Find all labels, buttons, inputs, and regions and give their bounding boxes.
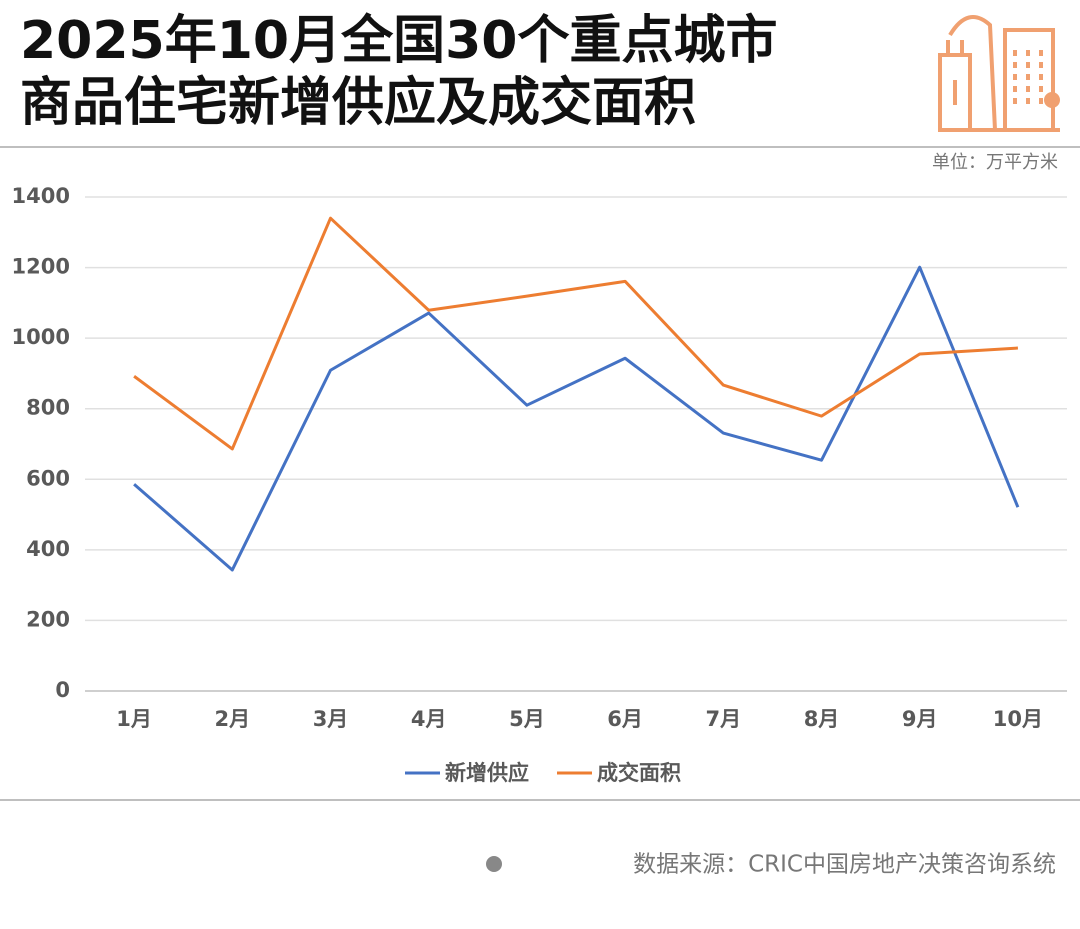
x-tick-label: 3月 [313,707,349,731]
chart-title: 商品住宅新增供应及成交面积 [20,73,696,133]
series-line [133,216,1018,451]
bullet [486,856,502,872]
building-icon [938,15,1060,132]
x-tick-label: 9月 [902,707,938,731]
legend-label: 成交面积 [597,761,681,785]
y-tick-label: 400 [26,537,70,561]
unit-label: 单位：万平方米 [932,152,1058,173]
x-tick-label: 1月 [116,707,152,731]
y-tick-label: 1000 [12,325,70,349]
x-tick-label: 8月 [804,707,840,731]
y-tick-label: 800 [26,396,70,420]
x-tick-label: 6月 [607,707,643,731]
x-tick-label: 7月 [705,707,741,731]
legend-label: 新增供应 [445,761,529,785]
x-tick-label: 4月 [411,707,447,731]
y-tick-label: 600 [26,466,70,490]
y-tick-label: 200 [26,607,70,631]
source-note: 数据来源：CRIC中国房地产决策咨询系统 [633,852,1056,878]
series-line [133,265,1020,572]
chart-title: 2025年10月全国30个重点城市 [20,11,777,71]
y-tick-label: 1400 [12,184,70,208]
y-tick-label: 1200 [12,255,70,279]
x-tick-label: 2月 [214,707,250,731]
x-tick-label: 10月 [993,707,1043,731]
y-tick-label: 0 [55,678,70,702]
x-tick-label: 5月 [509,707,545,731]
